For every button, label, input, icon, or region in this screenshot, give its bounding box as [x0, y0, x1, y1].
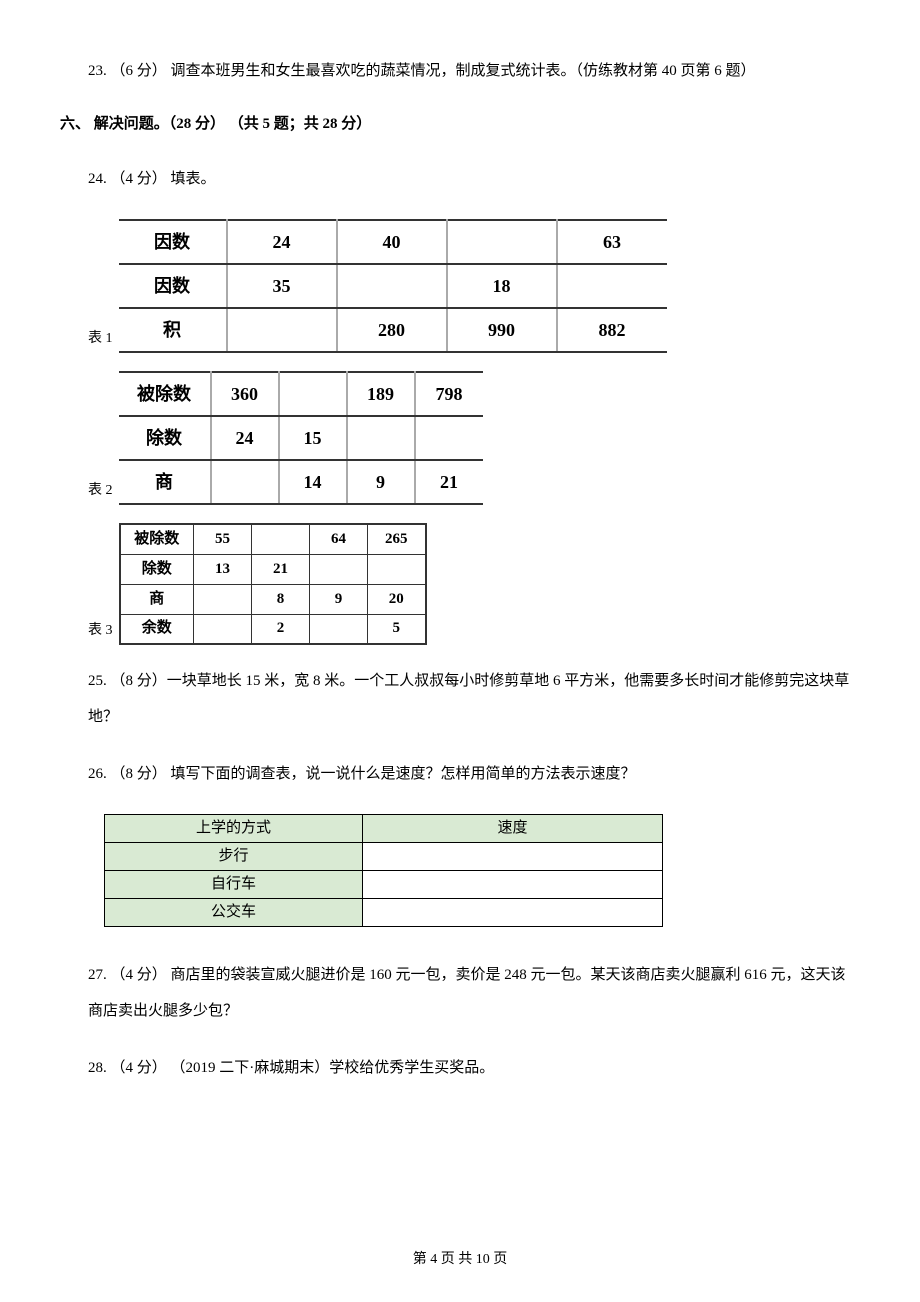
- table-row: 被除数 360 189 798: [119, 372, 483, 416]
- cell: 除数: [119, 416, 211, 460]
- table-3: 被除数 55 64 265 除数 13 21 商 8 9 20 余数 2 5: [119, 523, 427, 645]
- table-3-wrap: 表 3 被除数 55 64 265 除数 13 21 商 8 9 20 余数 2: [88, 523, 860, 645]
- cell: 21: [415, 460, 483, 504]
- cell: [310, 554, 368, 584]
- cell: [337, 264, 447, 308]
- cell: 24: [227, 220, 337, 264]
- cell: 积: [119, 308, 227, 352]
- question-24: 24. （4 分） 填表。: [88, 166, 860, 193]
- cell: [279, 372, 347, 416]
- cell: 步行: [105, 843, 363, 871]
- table-row: 余数 2 5: [120, 614, 426, 644]
- table-row: 除数 13 21: [120, 554, 426, 584]
- cell: 因数: [119, 264, 227, 308]
- cell: 8: [252, 584, 310, 614]
- table-2: 被除数 360 189 798 除数 24 15 商 14 9 21: [119, 371, 483, 505]
- cell: 189: [347, 372, 415, 416]
- cell: [211, 460, 279, 504]
- cell: [363, 843, 663, 871]
- question-26: 26. （8 分） 填写下面的调查表，说一说什么是速度？怎样用简单的方法表示速度…: [88, 761, 860, 788]
- cell: 余数: [120, 614, 194, 644]
- table-row: 因数 24 40 63: [119, 220, 667, 264]
- cell: 公交车: [105, 899, 363, 927]
- cell: 24: [211, 416, 279, 460]
- cell: 上学的方式: [105, 815, 363, 843]
- cell: 55: [194, 524, 252, 554]
- cell: [557, 264, 667, 308]
- cell: 20: [368, 584, 426, 614]
- table-row: 步行: [105, 843, 663, 871]
- cell: 9: [347, 460, 415, 504]
- cell: 13: [194, 554, 252, 584]
- cell: 被除数: [119, 372, 211, 416]
- question-27: 27. （4 分） 商店里的袋装宣威火腿进价是 160 元一包，卖价是 248 …: [88, 957, 860, 1029]
- cell: 280: [337, 308, 447, 352]
- table-2-wrap: 表 2 被除数 360 189 798 除数 24 15 商 14 9 21: [88, 371, 860, 505]
- cell: 9: [310, 584, 368, 614]
- cell: 商: [119, 460, 211, 504]
- cell: 360: [211, 372, 279, 416]
- table-row: 被除数 55 64 265: [120, 524, 426, 554]
- cell: [194, 614, 252, 644]
- table-row: 商 8 9 20: [120, 584, 426, 614]
- question-23: 23. （6 分） 调查本班男生和女生最喜欢吃的蔬菜情况，制成复式统计表。（仿练…: [88, 58, 860, 85]
- cell: 35: [227, 264, 337, 308]
- cell: 882: [557, 308, 667, 352]
- cell: [252, 524, 310, 554]
- cell: 63: [557, 220, 667, 264]
- table-4: 上学的方式 速度 步行 自行车 公交车: [104, 814, 663, 927]
- cell: 速度: [363, 815, 663, 843]
- question-25: 25. （8 分）一块草地长 15 米，宽 8 米。一个工人叔叔每小时修剪草地 …: [88, 663, 860, 735]
- table-row: 自行车: [105, 871, 663, 899]
- cell: 因数: [119, 220, 227, 264]
- table-row: 商 14 9 21: [119, 460, 483, 504]
- cell: 14: [279, 460, 347, 504]
- cell: 40: [337, 220, 447, 264]
- table-row: 公交车: [105, 899, 663, 927]
- cell: [363, 899, 663, 927]
- table-1: 因数 24 40 63 因数 35 18 积 280 990 882: [119, 219, 667, 353]
- cell: 被除数: [120, 524, 194, 554]
- cell: [415, 416, 483, 460]
- question-28: 28. （4 分） （2019 二下·麻城期末）学校给优秀学生买奖品。: [88, 1055, 860, 1082]
- cell: 64: [310, 524, 368, 554]
- cell: 265: [368, 524, 426, 554]
- cell: [447, 220, 557, 264]
- table-3-label: 表 3: [88, 618, 113, 645]
- cell: 990: [447, 308, 557, 352]
- cell: 除数: [120, 554, 194, 584]
- cell: [363, 871, 663, 899]
- cell: 2: [252, 614, 310, 644]
- cell: 798: [415, 372, 483, 416]
- cell: 5: [368, 614, 426, 644]
- table-1-label: 表 1: [88, 326, 113, 353]
- table-row: 积 280 990 882: [119, 308, 667, 352]
- cell: 18: [447, 264, 557, 308]
- table-1-wrap: 表 1 因数 24 40 63 因数 35 18 积 280 990 882: [88, 219, 860, 353]
- table-2-label: 表 2: [88, 478, 113, 505]
- cell: [347, 416, 415, 460]
- cell: 自行车: [105, 871, 363, 899]
- table-row: 上学的方式 速度: [105, 815, 663, 843]
- cell: [310, 614, 368, 644]
- cell: 商: [120, 584, 194, 614]
- table-row: 因数 35 18: [119, 264, 667, 308]
- cell: [227, 308, 337, 352]
- cell: 15: [279, 416, 347, 460]
- table-row: 除数 24 15: [119, 416, 483, 460]
- section-6-header: 六、 解决问题。（28 分） （共 5 题；共 28 分）: [60, 111, 860, 138]
- cell: [194, 584, 252, 614]
- page-footer: 第 4 页 共 10 页: [60, 1247, 860, 1272]
- cell: [368, 554, 426, 584]
- cell: 21: [252, 554, 310, 584]
